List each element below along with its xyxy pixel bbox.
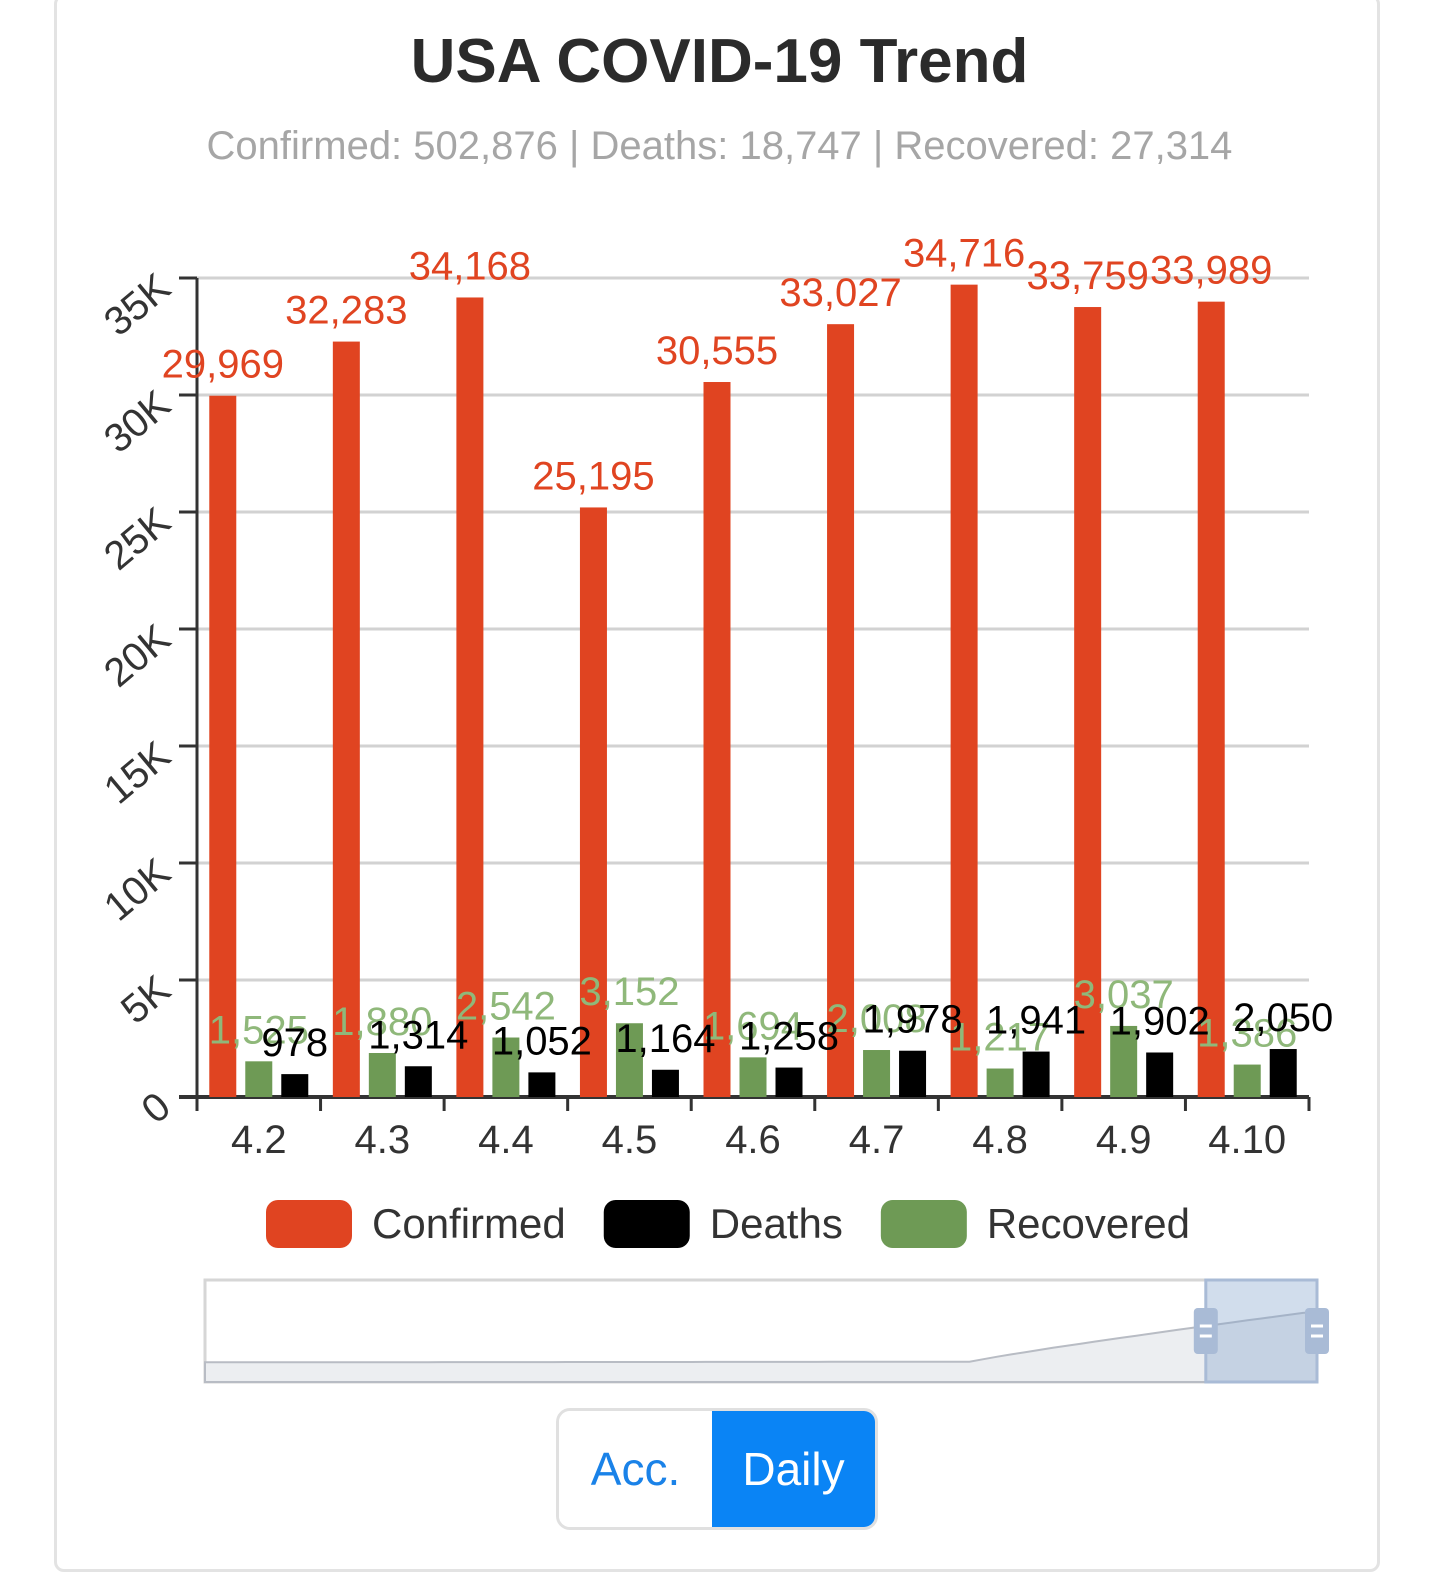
bar-deaths[interactable]: [1146, 1052, 1174, 1097]
bar-recovered[interactable]: [986, 1068, 1014, 1097]
legend-label-recovered[interactable]: Recovered: [987, 1200, 1190, 1247]
data-label-confirmed: 25,195: [532, 454, 654, 498]
data-label-recovered: 3,037: [1074, 973, 1174, 1017]
y-tick-label: 35K: [96, 265, 179, 345]
data-label-recovered: 2,542: [456, 985, 556, 1029]
mode-toggle: Acc. Daily: [556, 1408, 878, 1530]
bar-recovered[interactable]: [1233, 1064, 1261, 1097]
bar-confirmed[interactable]: [1074, 307, 1102, 1097]
data-label-recovered: 1,217: [950, 1016, 1050, 1060]
data-label-deaths: 1,164: [615, 1017, 715, 1061]
zoom-selection-window[interactable]: [1204, 1278, 1319, 1384]
y-tick-label: 0: [133, 1084, 178, 1132]
x-tick-label: 4.2: [231, 1118, 287, 1162]
data-label-recovered: 1,694: [703, 1004, 803, 1048]
bar-recovered[interactable]: [492, 1037, 520, 1097]
data-label-confirmed: 29,969: [162, 343, 284, 387]
bar-confirmed[interactable]: [332, 341, 360, 1098]
bar-deaths[interactable]: [775, 1067, 803, 1097]
bar-recovered[interactable]: [739, 1057, 767, 1097]
daily-button[interactable]: Daily: [712, 1411, 875, 1527]
data-label-recovered: 2,008: [827, 997, 927, 1041]
y-tick-label: 20K: [96, 616, 179, 696]
data-label-deaths: 1,258: [739, 1015, 839, 1059]
x-tick-label: 4.8: [972, 1118, 1028, 1162]
bar-deaths[interactable]: [899, 1050, 927, 1097]
data-label-recovered: 1,386: [1197, 1012, 1297, 1056]
data-label-deaths: 1,941: [986, 999, 1086, 1043]
zoom-handle-right[interactable]: [1305, 1308, 1329, 1354]
legend-label-deaths[interactable]: Deaths: [710, 1200, 843, 1247]
data-label-confirmed: 33,989: [1150, 249, 1272, 293]
bar-confirmed[interactable]: [827, 324, 855, 1097]
x-tick-label: 4.5: [602, 1118, 658, 1162]
y-tick-label: 30K: [96, 382, 179, 462]
bar-confirmed[interactable]: [579, 507, 607, 1097]
legend-label-confirmed[interactable]: Confirmed: [372, 1200, 566, 1247]
zoom-trend-area: [204, 1310, 1318, 1383]
data-label-deaths: 1,978: [863, 998, 963, 1042]
data-label-deaths: 1,052: [492, 1019, 592, 1063]
data-label-deaths: 1,902: [1110, 999, 1210, 1043]
y-tick-label: 10K: [96, 850, 179, 930]
bar-recovered[interactable]: [245, 1061, 273, 1097]
bar-recovered[interactable]: [368, 1053, 396, 1097]
y-tick-label: 25K: [96, 499, 179, 579]
legend-swatch-confirmed[interactable]: [266, 1200, 352, 1248]
bar-recovered[interactable]: [615, 1023, 643, 1097]
bar-confirmed[interactable]: [209, 395, 237, 1097]
data-label-confirmed: 34,716: [903, 232, 1025, 276]
bar-confirmed[interactable]: [703, 382, 731, 1097]
bar-deaths[interactable]: [651, 1069, 679, 1097]
accumulated-button[interactable]: Acc.: [559, 1411, 712, 1527]
legend-swatch-deaths[interactable]: [603, 1200, 690, 1248]
data-label-recovered: 1,880: [332, 1000, 432, 1044]
bar-deaths[interactable]: [1022, 1051, 1050, 1097]
x-tick-label: 4.4: [478, 1118, 534, 1162]
bar-deaths[interactable]: [1269, 1049, 1297, 1097]
bar-deaths[interactable]: [281, 1074, 309, 1097]
data-label-recovered: 3,152: [579, 970, 679, 1014]
bar-chart: 0 5K 10K 15K 20K 25K 30K 35K 4.2 4.3 4.4 4.5 4.6 4.7 4…: [96, 232, 1333, 1384]
bar-recovered[interactable]: [1110, 1025, 1138, 1097]
data-label-confirmed: 32,283: [285, 289, 407, 333]
bar-confirmed[interactable]: [456, 297, 484, 1097]
x-tick-label: 4.7: [849, 1118, 905, 1162]
legend-swatch-recovered[interactable]: [880, 1200, 967, 1248]
bar-confirmed[interactable]: [950, 284, 978, 1097]
data-label-confirmed: 30,555: [656, 329, 778, 373]
x-tick-label: 4.6: [725, 1118, 781, 1162]
x-tick-label: 4.10: [1208, 1118, 1286, 1162]
data-label-confirmed: 33,027: [779, 271, 901, 315]
bar-deaths[interactable]: [404, 1066, 432, 1097]
chart-subtitle: Confirmed: 502,876 | Deaths: 18,747 | Re…: [206, 124, 1233, 168]
bar-confirmed[interactable]: [1197, 301, 1225, 1097]
data-label-recovered: 1,525: [209, 1008, 309, 1052]
data-label-deaths: 978: [261, 1021, 328, 1065]
data-label-deaths: 1,314: [368, 1013, 468, 1057]
x-tick-label: 4.9: [1096, 1118, 1152, 1162]
x-tick-label: 4.3: [355, 1118, 411, 1162]
y-tick-label: 15K: [96, 733, 179, 813]
zoom-handle-left[interactable]: [1193, 1308, 1218, 1354]
bar-deaths[interactable]: [528, 1072, 556, 1097]
data-label-confirmed: 33,759: [1026, 254, 1148, 298]
y-tick-label: 5K: [113, 967, 179, 1032]
data-label-confirmed: 34,168: [409, 244, 531, 288]
bar-recovered[interactable]: [863, 1050, 891, 1097]
chart-title: USA COVID-19 Trend: [410, 27, 1029, 96]
data-label-deaths: 2,050: [1233, 996, 1333, 1040]
